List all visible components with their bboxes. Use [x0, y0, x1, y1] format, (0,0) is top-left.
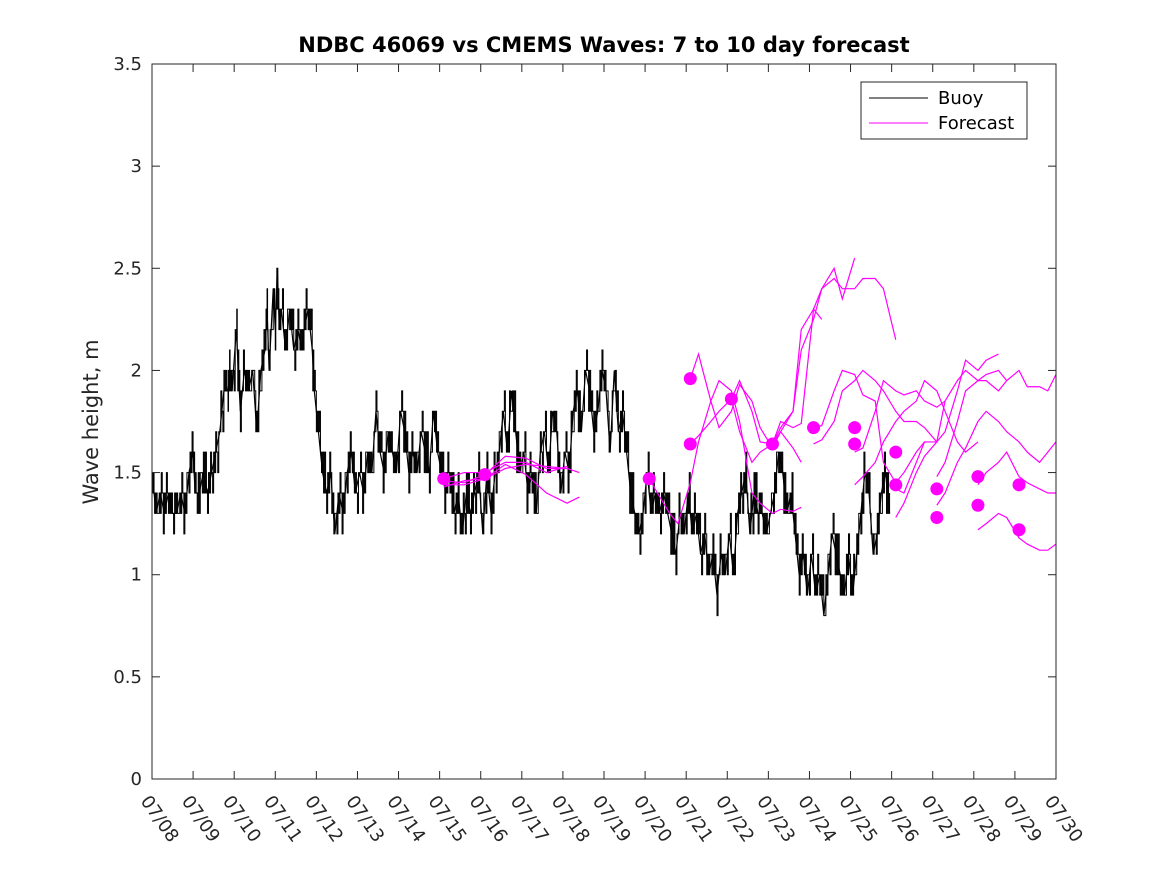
forecast-track	[813, 369, 938, 445]
buoy-series	[151, 267, 891, 617]
forecast-marker	[848, 421, 862, 435]
forecast-marker	[1012, 478, 1026, 492]
forecast-marker	[848, 437, 862, 451]
legend-box	[860, 81, 1028, 140]
legend: Buoy Forecast	[860, 81, 1028, 140]
forecast-marker	[683, 437, 697, 451]
forecast-marker	[971, 498, 985, 512]
forecast-track	[895, 369, 1008, 518]
y-tick-label: 0	[131, 769, 142, 790]
y-tick-label: 2.5	[113, 258, 142, 279]
forecast-marker	[930, 511, 944, 525]
forecast-track	[854, 379, 946, 453]
forecast-track	[813, 369, 925, 484]
forecast-track	[977, 512, 1057, 551]
forecast-markers	[437, 372, 1026, 537]
y-tick-label: 1	[131, 565, 142, 586]
forecast-track	[895, 353, 999, 494]
forecast-marker	[930, 482, 944, 496]
y-axis-ticks: 0 0.5 1 1.5 2 2.5 3 3.5	[113, 54, 1056, 790]
y-axis-label: Wave height, m	[79, 339, 103, 504]
forecast-track	[689, 351, 802, 463]
y-tick-label: 1.5	[113, 463, 142, 484]
forecast-marker	[1012, 523, 1026, 537]
buoy-line-detail	[152, 267, 891, 617]
forecast-track	[689, 307, 823, 445]
forecast-marker	[683, 372, 697, 386]
plot-area	[152, 64, 1056, 779]
forecast-marker	[478, 468, 492, 482]
forecast-track	[443, 463, 568, 488]
legend-label-forecast: Forecast	[938, 113, 1014, 134]
forecast-marker	[724, 392, 738, 406]
forecast-track	[771, 277, 897, 445]
y-tick-label: 3.5	[113, 54, 142, 75]
forecast-marker	[437, 472, 451, 486]
y-tick-label: 3	[131, 156, 142, 177]
forecast-track	[854, 379, 979, 486]
y-tick-label: 0.5	[113, 667, 142, 688]
forecast-series	[443, 257, 1057, 551]
legend-label-buoy: Buoy	[938, 88, 984, 109]
forecast-marker	[889, 445, 903, 459]
forecast-track	[648, 379, 802, 525]
forecast-track	[443, 461, 568, 480]
forecast-track	[936, 369, 1057, 477]
forecast-marker	[765, 437, 779, 451]
forecast-marker	[971, 470, 985, 484]
forecast-marker	[642, 472, 656, 486]
forecast-track	[443, 463, 580, 504]
chart-title: NDBC 46069 vs CMEMS Waves: 7 to 10 day f…	[298, 33, 909, 57]
forecast-track	[936, 410, 1057, 506]
forecast-marker	[807, 421, 821, 435]
y-tick-label: 2	[131, 360, 142, 381]
forecast-marker	[889, 478, 903, 492]
forecast-track	[977, 451, 1056, 494]
